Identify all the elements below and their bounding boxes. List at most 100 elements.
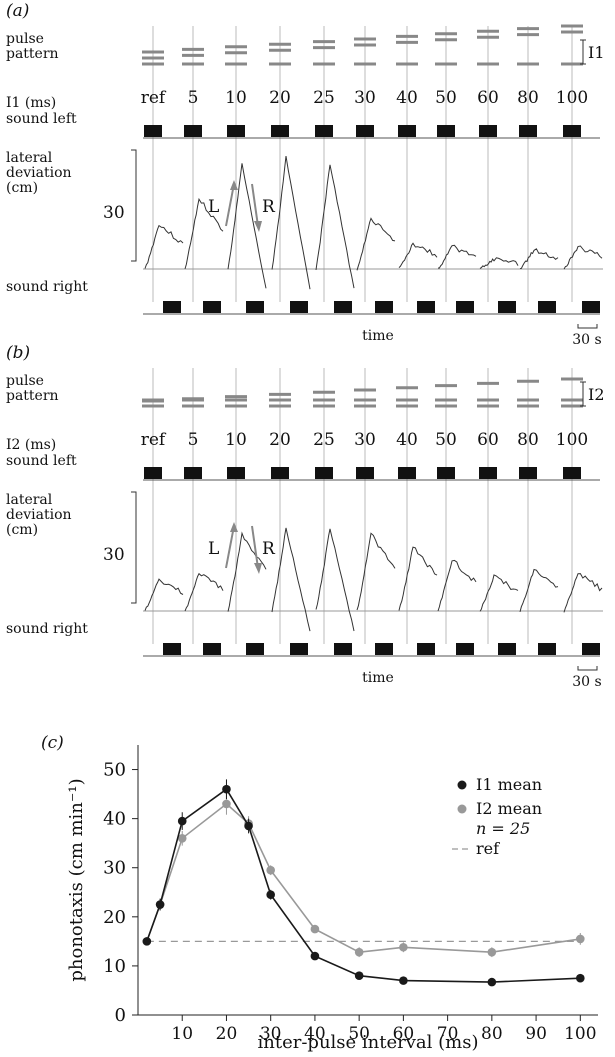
stimulus-label: 10	[225, 430, 247, 450]
sound-left-block	[227, 125, 245, 137]
data-point	[399, 976, 408, 985]
arrow-head	[230, 522, 238, 532]
x-tick-label: 80	[481, 1024, 503, 1044]
data-point	[487, 947, 497, 957]
scale-value: 30	[103, 545, 125, 565]
sound-right-block	[163, 301, 181, 313]
deviation-trace	[184, 572, 224, 612]
data-point	[177, 816, 187, 826]
time-scale-label: 30 s	[572, 332, 601, 348]
y-tick-label: 10	[103, 956, 126, 977]
stimulus-label: 100	[556, 88, 588, 108]
y-axis-label: phonotaxis (cm min⁻¹)	[66, 778, 87, 981]
interval-label: I1	[588, 43, 605, 62]
data-point	[399, 942, 408, 952]
sound-left-block	[479, 467, 497, 479]
deviation-trace	[356, 217, 396, 271]
legend-marker-i2	[457, 804, 467, 814]
deviation-trace	[398, 546, 438, 611]
stimulus-label: 40	[396, 88, 418, 108]
sound-right-block	[498, 301, 516, 313]
sound-left-block	[227, 467, 245, 479]
data-point	[266, 890, 275, 900]
sound-right-block	[203, 301, 221, 313]
arrow-left-up	[225, 525, 235, 569]
y-tick-label: 20	[103, 907, 126, 928]
pulse-pattern-label: pulse	[6, 373, 44, 389]
sound-right-block	[375, 301, 393, 313]
data-point	[354, 971, 364, 981]
arrow-right-label: R	[262, 197, 276, 217]
scale-value: 30	[103, 203, 125, 223]
deviation-trace	[315, 528, 355, 632]
data-point	[244, 821, 253, 831]
deviation-trace	[398, 242, 438, 268]
y-tick-label: 40	[103, 809, 126, 830]
x-tick-label: 30	[260, 1024, 282, 1044]
stimulus-label: 5	[188, 88, 199, 108]
data-point	[155, 900, 165, 909]
sound-left-label: sound left	[6, 453, 77, 469]
sound-right-block	[456, 643, 474, 655]
sound-right-block	[456, 301, 474, 313]
stimulus-label: 20	[269, 430, 291, 450]
time-scale-bar	[577, 324, 598, 329]
legend-label-i2: I2 mean	[476, 799, 542, 818]
sound-right-block	[290, 643, 308, 655]
scale-bracket	[131, 491, 137, 604]
deviation-trace	[184, 197, 224, 270]
sound-right-block	[417, 643, 435, 655]
arrow-right-down	[251, 183, 259, 227]
deviation-trace	[315, 164, 355, 289]
arrow-left-label: L	[208, 539, 219, 559]
sound-left-block	[356, 125, 374, 137]
x-tick-label: 50	[348, 1024, 370, 1044]
legend-marker-i1	[457, 780, 467, 790]
deviation-label: (cm)	[6, 180, 38, 196]
y-tick-label: 30	[103, 858, 126, 879]
deviation-trace	[271, 527, 311, 632]
stimulus-label: 40	[396, 430, 418, 450]
sound-left-block	[398, 125, 416, 137]
deviation-label: lateral	[6, 150, 53, 166]
scale-bracket	[131, 149, 137, 262]
sound-right-label: sound right	[6, 621, 88, 637]
arrow-right-label: R	[262, 539, 276, 559]
stimulus-label: 100	[556, 430, 588, 450]
data-point	[487, 977, 497, 987]
interval-row-label: I2 (ms)	[6, 437, 56, 453]
deviation-trace	[479, 574, 519, 612]
data-point	[576, 973, 585, 983]
legend-label-i1: I1 mean	[476, 775, 542, 794]
sound-right-block	[290, 301, 308, 313]
interval-row-label: I1 (ms)	[6, 95, 56, 111]
stimulus-label: ref	[141, 430, 167, 450]
sound-right-block	[417, 301, 435, 313]
stimulus-label: 60	[477, 88, 499, 108]
deviation-trace	[144, 224, 184, 269]
time-label: time	[362, 670, 394, 686]
sound-right-block	[498, 643, 516, 655]
arrow-head	[254, 221, 262, 232]
data-point	[222, 784, 231, 794]
sound-left-block	[271, 125, 289, 137]
x-tick-label: 100	[564, 1024, 596, 1044]
sound-right-block	[334, 643, 352, 655]
pulse-pattern-label: pulse	[6, 31, 44, 47]
stimulus-label: 10	[225, 88, 247, 108]
sound-left-block	[184, 125, 202, 137]
x-tick-label: 60	[393, 1024, 415, 1044]
deviation-trace	[479, 257, 519, 269]
deviation-trace	[227, 531, 267, 612]
data-point	[354, 947, 364, 957]
arrow-head	[230, 180, 238, 190]
sound-left-block	[356, 467, 374, 479]
deviation-trace	[271, 156, 311, 290]
sound-left-block	[437, 467, 455, 479]
sound-right-block	[582, 643, 600, 655]
pulse-pattern-label: pattern	[6, 388, 59, 404]
interval-label: I2	[588, 385, 605, 404]
x-tick-label: 20	[216, 1024, 238, 1044]
data-point	[576, 934, 585, 944]
